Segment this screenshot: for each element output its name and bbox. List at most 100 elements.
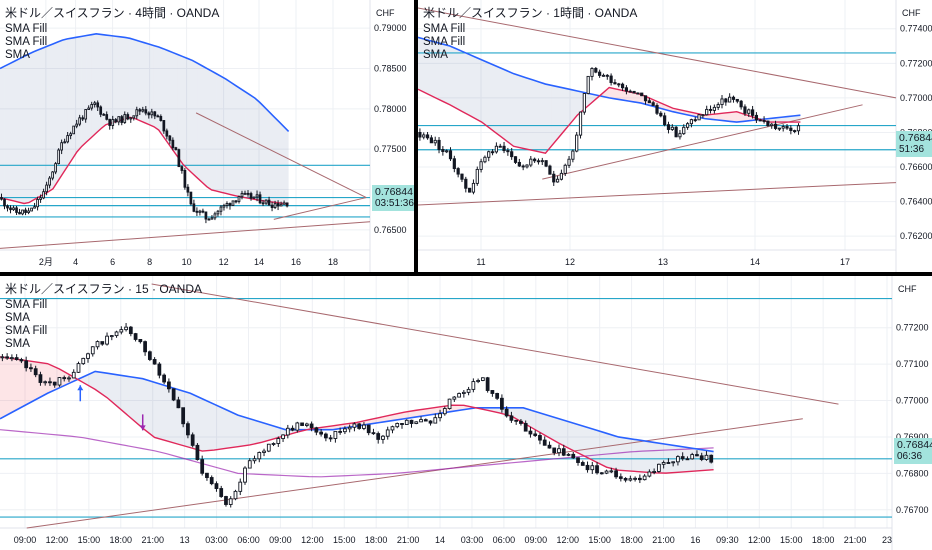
candle-body: [10, 357, 14, 360]
candle: [192, 199, 196, 213]
candle: [93, 100, 97, 108]
sma-fill-segment: [177, 54, 183, 165]
candle: [773, 120, 778, 131]
candle-body: [735, 98, 739, 102]
candle: [290, 425, 295, 432]
candle: [506, 147, 510, 156]
candle-body: [0, 356, 5, 359]
candle-body: [19, 359, 24, 362]
candle-body: [147, 351, 152, 360]
sma-fill-segment: [144, 42, 150, 125]
candle-body: [152, 359, 157, 365]
candle-body: [390, 426, 395, 431]
candle: [60, 139, 63, 155]
candle: [276, 436, 281, 447]
candle: [143, 340, 147, 356]
time-tick-label: 2月: [39, 257, 53, 267]
sma-fill-segment: [249, 418, 262, 445]
candle: [448, 147, 453, 161]
candle: [425, 131, 430, 140]
candle-body: [207, 218, 211, 221]
chart-panel-1h[interactable]: CHF0.774000.772000.770000.768000.766000.…: [418, 0, 932, 272]
candle: [90, 346, 95, 357]
candle: [445, 149, 449, 154]
candle: [617, 82, 621, 88]
candle-body: [105, 114, 109, 120]
chart-canvas[interactable]: CHF 0.77200 0.77100 0.77000 0.76900 0.76800 0.…: [0, 276, 932, 550]
time-tick-label: 4: [73, 257, 78, 267]
candle: [404, 419, 409, 425]
candle-body: [252, 458, 257, 462]
indicator-label[interactable]: SMA Fill: [5, 299, 48, 311]
indicator-label[interactable]: SMA: [5, 338, 30, 350]
candle-body: [494, 145, 498, 153]
candle: [618, 473, 623, 482]
sma-fill-segment: [630, 438, 643, 472]
sma-fill-segment: [481, 59, 489, 127]
candle-body: [78, 117, 82, 125]
candle: [476, 378, 480, 384]
candle: [735, 98, 739, 104]
candle: [566, 453, 571, 457]
candle: [126, 112, 130, 121]
candle: [651, 101, 655, 106]
candle-body: [233, 490, 238, 500]
candle: [604, 469, 609, 475]
sma-fill-segment: [456, 48, 463, 112]
candle-body: [704, 454, 709, 460]
symbol-title: 米ドル／スイスフラン · 1時間 · OANDA: [423, 6, 638, 20]
candle-body: [498, 145, 502, 148]
candle-body: [181, 407, 186, 425]
candle-body: [267, 199, 271, 206]
candle-body: [709, 454, 714, 463]
chart-panel-4h[interactable]: CHF0.790000.785000.780000.775000.770000.…: [0, 0, 414, 272]
sma-fill-segment: [711, 113, 718, 121]
indicator-label[interactable]: SMA: [5, 312, 30, 324]
candle: [124, 323, 128, 332]
time-tick-label: 09:30: [716, 535, 739, 545]
candle: [414, 421, 419, 425]
indicator-label[interactable]: SMA Fill: [5, 36, 48, 48]
indicator-label[interactable]: SMA Fill: [423, 36, 466, 48]
chart-panel-15m[interactable]: CHF 0.77200 0.77100 0.77000 0.76900 0.76800 0.…: [0, 276, 932, 550]
candle-body: [538, 435, 542, 441]
sma-fill-segment: [107, 373, 119, 408]
candle-body: [529, 158, 533, 166]
candle-body: [609, 470, 614, 473]
chart-canvas[interactable]: CHF0.790000.785000.780000.775000.770000.…: [0, 0, 414, 272]
candle: [582, 93, 586, 115]
sma-fill-segment: [437, 42, 444, 102]
price-tick-label: 0.76200: [900, 231, 932, 241]
sma-fill-segment: [545, 84, 552, 154]
candle-body: [120, 116, 124, 123]
candle-body: [258, 194, 262, 204]
sma-fill-segment: [134, 39, 140, 121]
candle: [441, 146, 445, 156]
indicator-label[interactable]: SMA: [5, 49, 30, 61]
candle-body: [533, 158, 537, 162]
candle: [246, 190, 250, 197]
sma-fill-segment: [615, 88, 622, 100]
candle-body: [180, 166, 184, 171]
chart-canvas[interactable]: CHF0.774000.772000.770000.768000.766000.…: [418, 0, 932, 272]
candle-body: [628, 478, 633, 481]
candle-body: [71, 371, 76, 379]
candle: [643, 95, 648, 105]
candle-body: [513, 156, 518, 163]
candle-body: [437, 139, 441, 150]
indicator-label[interactable]: SMA Fill: [5, 23, 48, 35]
candle: [171, 388, 176, 402]
candle-body: [238, 481, 243, 492]
candle-body: [126, 114, 130, 120]
indicator-label[interactable]: SMA Fill: [5, 325, 48, 337]
candle: [225, 201, 229, 209]
candle: [601, 73, 606, 77]
indicator-label[interactable]: SMA Fill: [423, 23, 466, 35]
candle: [138, 107, 142, 116]
sma-fill-segment: [730, 111, 737, 123]
candle-body: [442, 408, 447, 415]
candle-body: [731, 96, 736, 100]
indicator-label[interactable]: SMA: [423, 49, 448, 61]
candle: [544, 160, 548, 168]
sma-fill-segment: [182, 56, 188, 169]
